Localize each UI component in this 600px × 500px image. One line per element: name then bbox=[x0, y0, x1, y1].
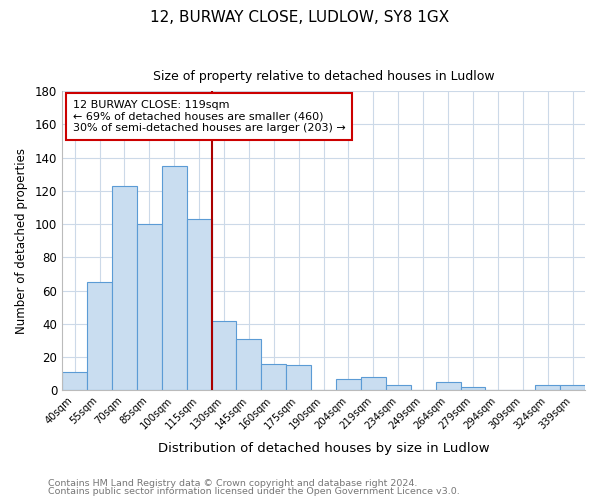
Bar bbox=[187, 219, 212, 390]
Bar bbox=[212, 320, 236, 390]
Text: Contains public sector information licensed under the Open Government Licence v3: Contains public sector information licen… bbox=[48, 487, 460, 496]
Bar bbox=[236, 339, 262, 390]
Bar bbox=[62, 372, 87, 390]
X-axis label: Distribution of detached houses by size in Ludlow: Distribution of detached houses by size … bbox=[158, 442, 490, 455]
Y-axis label: Number of detached properties: Number of detached properties bbox=[15, 148, 28, 334]
Bar bbox=[286, 366, 311, 390]
Bar bbox=[87, 282, 112, 391]
Text: 12, BURWAY CLOSE, LUDLOW, SY8 1GX: 12, BURWAY CLOSE, LUDLOW, SY8 1GX bbox=[151, 10, 449, 25]
Bar bbox=[560, 386, 585, 390]
Bar bbox=[535, 386, 560, 390]
Text: 12 BURWAY CLOSE: 119sqm
← 69% of detached houses are smaller (460)
30% of semi-d: 12 BURWAY CLOSE: 119sqm ← 69% of detache… bbox=[73, 100, 346, 134]
Bar bbox=[262, 364, 286, 390]
Bar bbox=[137, 224, 162, 390]
Bar bbox=[436, 382, 461, 390]
Bar bbox=[361, 377, 386, 390]
Bar bbox=[461, 387, 485, 390]
Text: Contains HM Land Registry data © Crown copyright and database right 2024.: Contains HM Land Registry data © Crown c… bbox=[48, 478, 418, 488]
Bar bbox=[386, 386, 411, 390]
Bar bbox=[336, 379, 361, 390]
Title: Size of property relative to detached houses in Ludlow: Size of property relative to detached ho… bbox=[153, 70, 494, 83]
Bar bbox=[112, 186, 137, 390]
Bar bbox=[162, 166, 187, 390]
